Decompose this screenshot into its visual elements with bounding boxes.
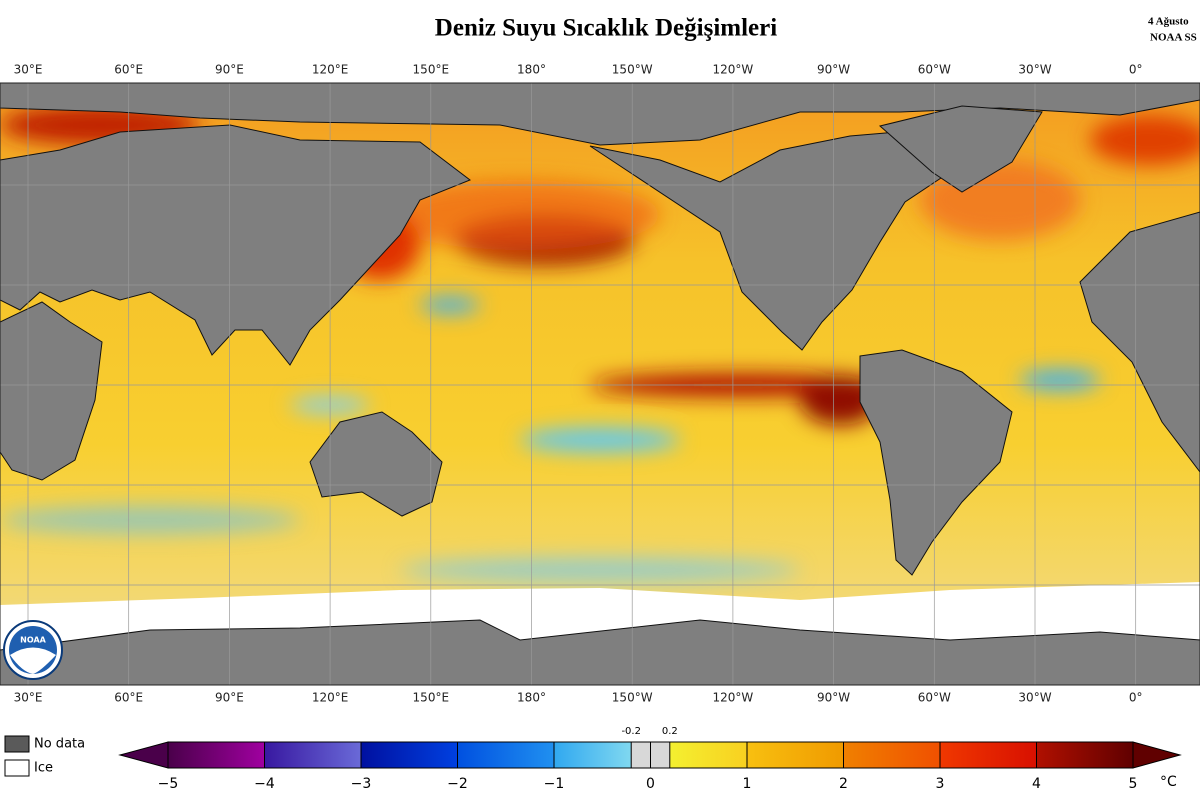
south-america: [859, 349, 1013, 576]
legend: No data Ice: [4, 735, 85, 777]
north-america: [589, 131, 951, 351]
longitude-label-bottom: 30°E: [14, 691, 43, 705]
colorbar-tick-label: 0: [646, 776, 655, 792]
map: NOAA: [0, 82, 1200, 686]
colorbar-tick-label: 5: [1129, 776, 1138, 792]
legend-no-data: No data: [34, 737, 85, 752]
colorbar-high-arrow: [1132, 741, 1182, 769]
logo-text: NOAA: [20, 636, 46, 645]
date: 4 Ağusto: [1148, 16, 1189, 28]
longitude-label-top: 30°W: [1018, 63, 1051, 77]
source: NOAA SS: [1150, 32, 1197, 44]
longitude-label-bottom: 120°E: [312, 691, 349, 705]
longitude-label-bottom: 30°W: [1018, 691, 1051, 705]
colorbar-tick-label: −2: [447, 776, 468, 792]
colorbar-tick-label: −4: [254, 776, 275, 792]
colorbar-low-arrow: [118, 741, 169, 769]
arctic-land: [0, 82, 1200, 146]
africa: [0, 301, 103, 481]
longitude-label-top: 60°W: [918, 63, 951, 77]
colorbar-unit: °C: [1160, 774, 1177, 790]
longitude-label-bottom: 90°E: [215, 691, 244, 705]
longitude-label-bottom: 90°W: [817, 691, 850, 705]
graticule: [0, 83, 1200, 685]
colorbar-tick-label: 1: [743, 776, 752, 792]
longitude-label-top: 60°E: [114, 63, 143, 77]
longitude-label-top: 150°W: [612, 63, 653, 77]
title: Deniz Suyu Sıcaklık Değişimleri: [435, 15, 777, 42]
europe-africa: [1079, 211, 1200, 473]
anomalies: [0, 105, 1200, 582]
longitude-label-bottom: 180°: [517, 691, 546, 705]
longitude-label-top: 120°W: [713, 63, 754, 77]
colorbar-tick-label: −1: [544, 776, 565, 792]
colorbar: °C −5 −4 −3 −2 −1 0 1 2 3 4 5 -0.2 0.2: [118, 726, 1182, 792]
longitude-label-top: 150°E: [413, 63, 450, 77]
longitude-label-top: 90°W: [817, 63, 850, 77]
longitude-label-bottom: 0°: [1129, 691, 1143, 705]
longitude-label-top: 90°E: [215, 63, 244, 77]
colorbar-tick-label: 4: [1032, 776, 1041, 792]
longitude-label-bottom: 120°W: [713, 691, 754, 705]
greenland: [878, 105, 1043, 193]
longitude-label-top: 180°: [517, 63, 546, 77]
longitude-label-top: 120°E: [312, 63, 349, 77]
australia: [309, 411, 443, 517]
legend-ice: Ice: [34, 761, 53, 776]
longitude-label-bottom: 150°W: [612, 691, 653, 705]
longitude-label-top: 30°E: [14, 63, 43, 77]
colorbar-tick-label: 3: [936, 776, 945, 792]
no-data-swatch: [4, 735, 30, 753]
longitude-labels: 30°E 30°E 60°E 60°E 90°E 90°E 120°E 120°E 150°E 1…: [14, 63, 1143, 705]
longitude-label-top: 0°: [1129, 63, 1143, 77]
antarctica: [0, 619, 1200, 686]
longitude-label-bottom: 150°E: [413, 691, 450, 705]
colorbar-fine-tick-label: 0.2: [662, 726, 678, 737]
noaa-logo: NOAA: [3, 620, 63, 680]
longitude-label-bottom: 60°W: [918, 691, 951, 705]
colorbar-tick-label: 2: [839, 776, 848, 792]
longitude-label-bottom: 60°E: [114, 691, 143, 705]
map-frame: [0, 82, 1200, 686]
colorbar-tick-label: −3: [351, 776, 372, 792]
colorbar-tick-label: −5: [158, 776, 179, 792]
ice-swatch: [4, 759, 30, 777]
colorbar-fine-tick-label: -0.2: [621, 726, 641, 737]
